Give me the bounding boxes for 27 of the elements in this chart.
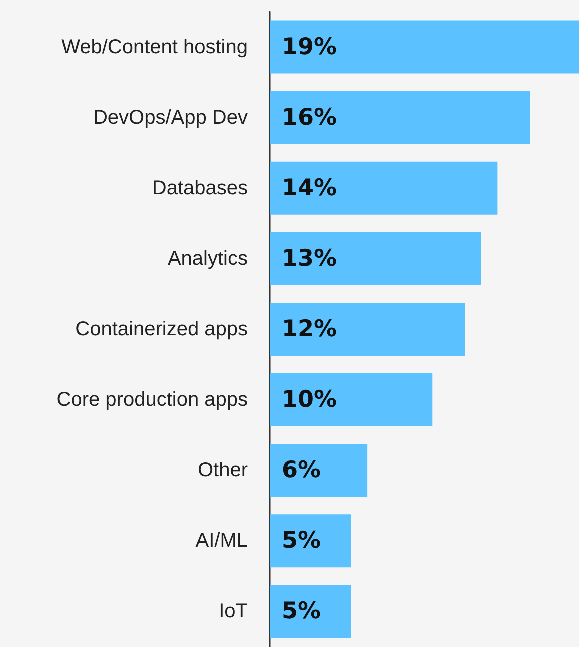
y-tick-label: Analytics [168, 248, 248, 270]
y-tick-label: Web/Content hosting [62, 36, 248, 58]
data-label: 13% [282, 246, 338, 272]
data-label: 19% [282, 34, 338, 60]
y-tick-label: Databases [152, 177, 248, 200]
data-label: 5% [282, 598, 322, 625]
y-tick-label: Containerized apps [76, 318, 248, 340]
data-label: 5% [282, 528, 322, 554]
bar [270, 20, 579, 74]
data-label: 6% [282, 458, 322, 484]
y-tick-label: DevOps/App Dev [93, 106, 248, 129]
bar [270, 91, 530, 144]
y-tick-label: AI/ML [196, 530, 248, 552]
y-tick-label: Core production apps [56, 389, 248, 412]
bar [270, 585, 352, 638]
bar [270, 232, 482, 286]
bar [270, 162, 498, 215]
y-tick-label: IoT [219, 600, 248, 623]
data-label: 16% [282, 104, 338, 131]
bar [270, 303, 466, 356]
bar [270, 444, 368, 498]
bar [270, 514, 352, 568]
bar [270, 374, 433, 427]
y-tick-label: Other [198, 460, 248, 482]
data-label: 14% [282, 175, 338, 202]
data-label: 10% [282, 387, 338, 414]
data-label: 12% [282, 316, 338, 342]
